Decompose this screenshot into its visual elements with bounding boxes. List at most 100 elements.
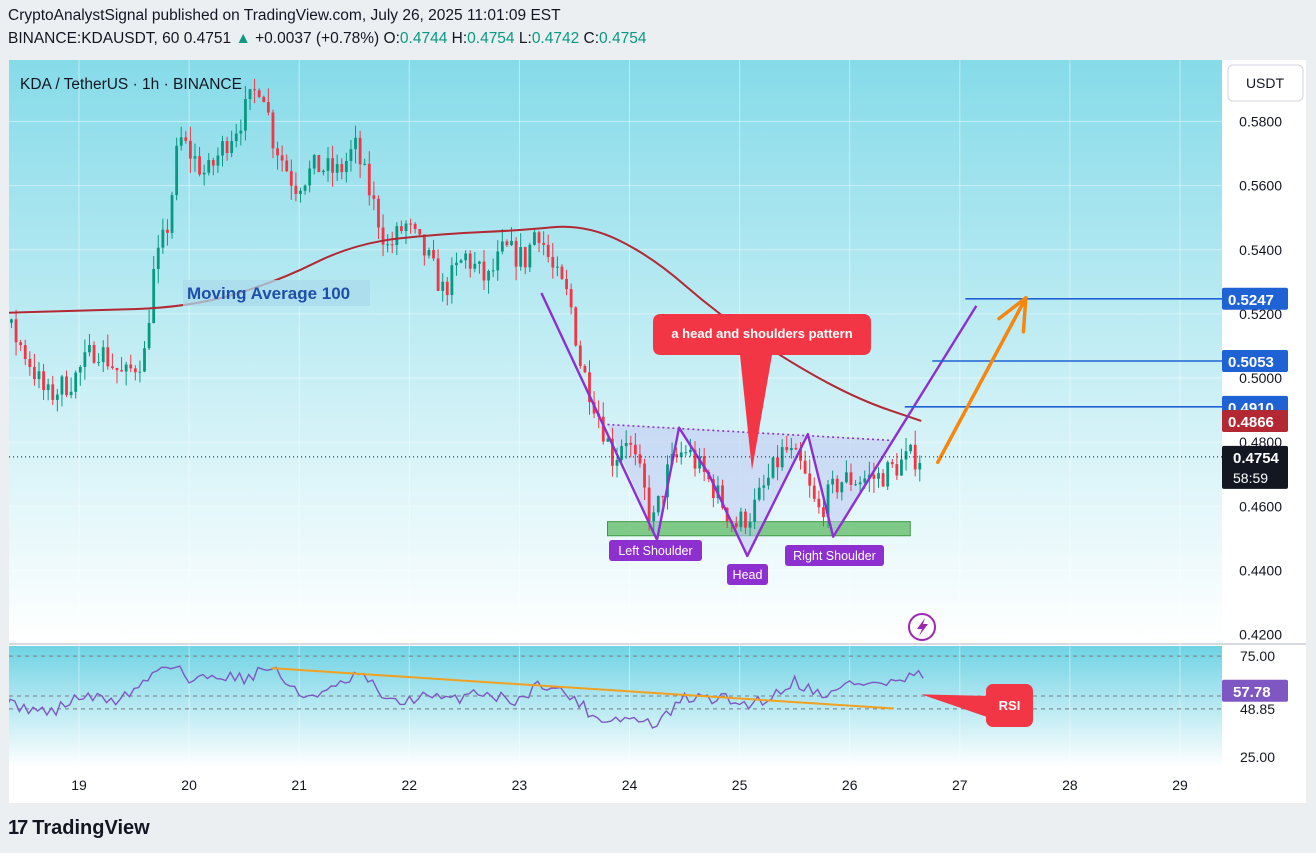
candle-body (400, 226, 403, 232)
candle-body (422, 234, 426, 256)
candle-body (757, 487, 761, 500)
time-axis[interactable]: 19 20 21 22 23 24 25 26 27 28 29 (71, 777, 1188, 793)
candle (51, 375, 55, 405)
candle (844, 460, 848, 484)
candle-body (533, 232, 536, 245)
candle (744, 508, 747, 534)
candle-body (675, 454, 679, 458)
candle-body (656, 496, 660, 513)
candle-body (633, 444, 637, 455)
candles (5, 78, 922, 537)
candle-body (230, 141, 234, 154)
candle (5, 317, 8, 331)
candle-body (647, 487, 651, 522)
candle (152, 256, 156, 324)
candle (523, 246, 527, 275)
candle (377, 195, 380, 240)
candle-body (528, 244, 532, 268)
candle (500, 229, 504, 255)
candle-body (895, 464, 899, 476)
candle-body (92, 344, 96, 363)
candle-body (909, 444, 913, 452)
candle (193, 143, 197, 172)
candle-body (808, 473, 812, 486)
y-tick-label: 0.4200 (1239, 627, 1282, 643)
candle-body (652, 512, 656, 522)
candle (542, 231, 546, 256)
candle-body (152, 268, 156, 323)
rsi-pane[interactable] (9, 646, 1222, 767)
candle (216, 147, 220, 173)
candle (459, 258, 463, 264)
candle-body (326, 158, 330, 171)
candle (106, 334, 110, 370)
candle (248, 88, 252, 111)
callout-text: a head and shoulders pattern (671, 326, 852, 341)
candle (211, 157, 215, 176)
candle-body (367, 163, 371, 196)
candle (711, 474, 715, 508)
candle (129, 354, 133, 373)
countdown-text: 58:59 (1233, 470, 1268, 486)
candle-body (317, 155, 321, 173)
symbol-ohlc-line: BINANCE:KDAUSDT, 60 0.4751 ▲ +0.0037 (+0… (8, 30, 646, 48)
candle (257, 88, 261, 99)
candle (161, 218, 165, 254)
candle (124, 361, 128, 386)
candle-body (711, 479, 715, 499)
candle-body (175, 145, 179, 196)
candle (611, 427, 614, 477)
pattern-callout: a head and shoulders pattern (653, 314, 871, 470)
candle-body (395, 226, 399, 246)
candle (840, 481, 844, 501)
candle (404, 220, 408, 244)
right-shoulder-text: Right Shoulder (793, 549, 876, 563)
candle-body (753, 499, 757, 522)
candle (308, 160, 312, 193)
candle-body (799, 449, 802, 461)
candle (785, 435, 789, 453)
candle (817, 490, 821, 514)
candle-body (854, 484, 857, 486)
candle (739, 507, 743, 532)
candle-body (510, 240, 513, 246)
candle (97, 353, 101, 367)
candle-body (689, 449, 692, 453)
candle (656, 495, 660, 516)
candle-body (560, 266, 564, 280)
candle-body (244, 99, 247, 131)
candle (92, 341, 96, 364)
candle-body (569, 289, 573, 308)
candle-body (129, 364, 133, 369)
candle (28, 351, 32, 376)
price-change: +0.0037 (+0.78%) (255, 30, 380, 47)
candle (143, 341, 146, 373)
currency-button[interactable]: USDT (1227, 64, 1304, 102)
candle (913, 430, 917, 477)
candle (390, 231, 394, 254)
candle-body (28, 358, 32, 368)
head-label: Head (727, 564, 768, 585)
candle (271, 109, 275, 159)
candle-body (432, 250, 435, 259)
candle (33, 353, 36, 386)
flash-icon[interactable] (908, 613, 936, 641)
candle-body (611, 438, 614, 466)
candle (10, 318, 13, 329)
candle (60, 374, 64, 407)
candle (262, 95, 266, 103)
candle (202, 164, 206, 186)
candle-body (280, 155, 284, 161)
symbol-name: BINANCE:KDAUSDT, 60 (8, 30, 180, 47)
candle (918, 455, 922, 482)
candle (239, 119, 243, 146)
close-label: C: (583, 30, 600, 47)
tradingview-brand: TradingView (32, 817, 150, 839)
vertical-grid (78, 60, 1181, 767)
candle-body (588, 372, 591, 403)
last-price-tag: 0.4754 58:59 (1222, 445, 1288, 489)
candle-body (459, 260, 463, 263)
price-axis[interactable]: 0.58000.56000.54000.52000.50000.48000.46… (1239, 114, 1282, 643)
candle (468, 250, 472, 278)
